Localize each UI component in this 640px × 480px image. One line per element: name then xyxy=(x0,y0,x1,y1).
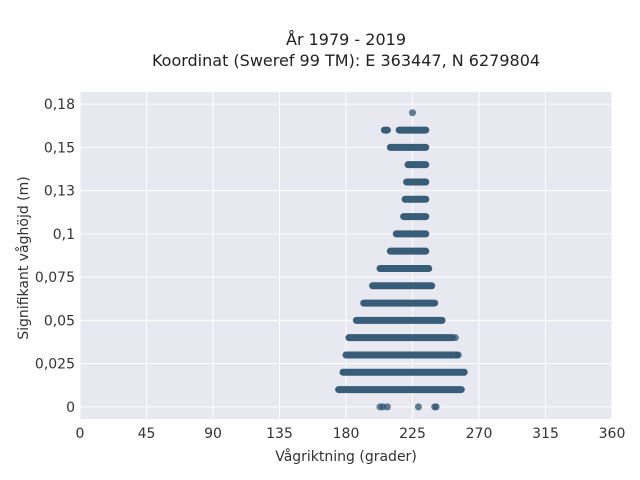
data-point xyxy=(409,109,416,117)
y-tick-label: 0,075 xyxy=(35,270,75,286)
y-axis-title: Signifikant våghöjd (m) xyxy=(15,176,32,339)
y-tick-label: 0,05 xyxy=(44,313,75,329)
x-tick-label: 0 xyxy=(76,426,85,442)
y-ticks: 0 0,025 0,05 0,075 0,1 0,13 0,15 0,18 xyxy=(35,97,75,416)
y-tick-label: 0 xyxy=(66,400,75,416)
y-tick-label: 0,1 xyxy=(53,227,75,243)
x-tick-label: 135 xyxy=(266,426,293,442)
x-tick-label: 45 xyxy=(138,426,156,442)
data-point xyxy=(432,403,440,411)
data-point xyxy=(414,403,422,411)
data-point xyxy=(451,334,459,342)
chart-title-line-2: Koordinat (Sweref 99 TM): E 363447, N 62… xyxy=(152,51,540,70)
grid xyxy=(79,92,613,419)
y-tick-label: 0,13 xyxy=(44,184,75,200)
chart-title-line-1: År 1979 - 2019 xyxy=(286,30,406,49)
x-tick-label: 360 xyxy=(599,426,626,442)
data-points xyxy=(376,109,462,411)
x-tick-label: 225 xyxy=(399,426,426,442)
y-tick-label: 0,15 xyxy=(44,140,75,156)
x-tick-label: 270 xyxy=(466,426,493,442)
data-point xyxy=(383,403,391,411)
x-tick-label: 90 xyxy=(204,426,222,442)
x-axis-title: Vågriktning (grader) xyxy=(275,448,417,465)
data-bands xyxy=(335,126,468,394)
x-ticks: 0 45 90 135 180 225 270 315 360 xyxy=(76,426,626,442)
y-tick-label: 0,025 xyxy=(35,357,75,373)
y-tick-label: 0,18 xyxy=(44,97,75,113)
data-point xyxy=(454,351,462,359)
x-tick-label: 315 xyxy=(532,426,559,442)
x-tick-label: 180 xyxy=(333,426,360,442)
